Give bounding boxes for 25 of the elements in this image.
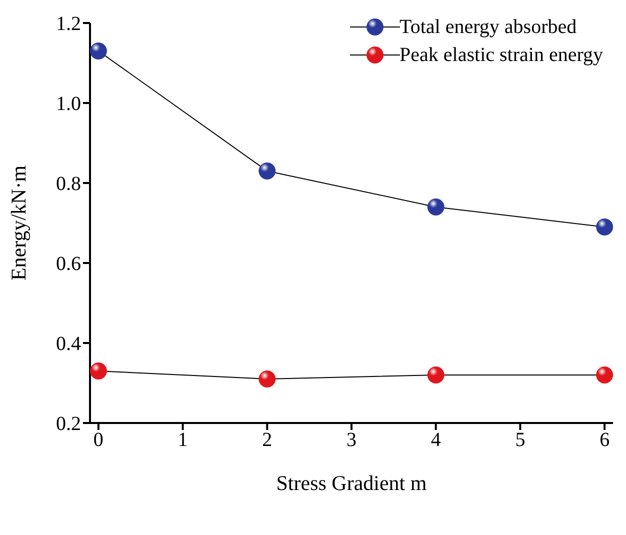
point [258,162,276,180]
y-tick-label: 1.2 [56,13,81,36]
x-tick-label: 3 [346,429,356,452]
x-tick-label: 4 [430,429,441,452]
y-axis-title: Energy/kN·m [6,165,30,281]
point [258,370,276,388]
y-tick-label: 0.6 [56,253,81,276]
y-tick-label: 0.2 [56,413,81,436]
x-tick-label: 5 [515,429,526,452]
x-tick-label: 0 [93,429,104,452]
x-axis-title: Stress Gradient m [276,471,427,495]
point [90,362,107,380]
point [90,42,107,60]
legend-label: Peak elastic strain energy [400,44,603,66]
point [596,366,613,384]
x-tick-label: 6 [600,429,610,452]
y-tick-label: 0.4 [56,333,81,356]
point [596,218,613,236]
y-tick-label: 0.8 [56,173,81,196]
point [427,198,444,216]
x-tick-label: 1 [178,429,188,452]
point [427,366,444,384]
legend-label: Total energy absorbed [400,16,577,38]
x-tick-label: 2 [262,429,272,452]
y-tick-label: 1.0 [56,93,81,116]
